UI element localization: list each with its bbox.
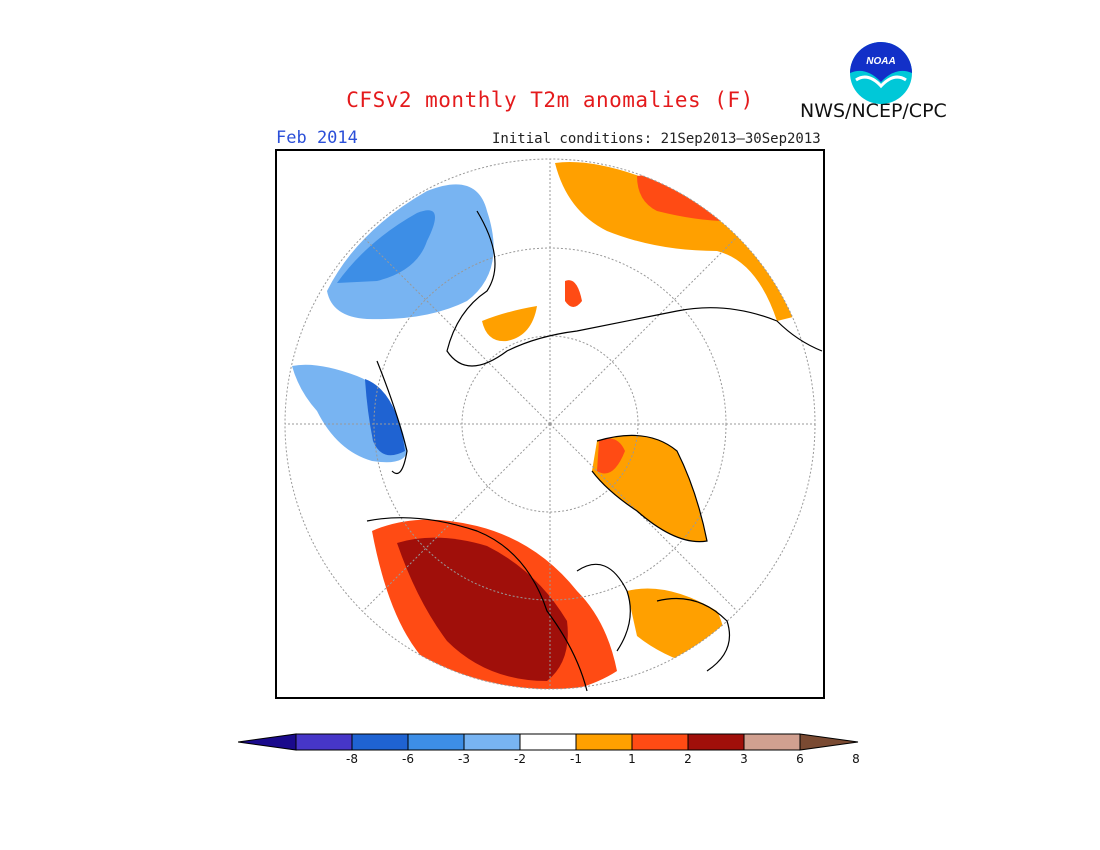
colorbar-tick-label: 8 [852,752,860,766]
colorbar-tick-label: 1 [628,752,636,766]
anomaly-region-greenland [592,435,707,542]
colorbar-box [687,733,745,751]
colorbar-box [631,733,689,751]
anomaly-region-greenland-edge [597,438,625,474]
colorbar-tick-label: -3 [458,752,470,766]
colorbar-tick-label: 6 [796,752,804,766]
anomaly-region-taymyr [482,306,537,342]
valid-month-label: Feb 2014 [276,128,358,148]
anomaly-region-east-russia-core [337,210,435,283]
colorbar-box [295,733,353,751]
polar-map [275,149,825,699]
initial-conditions-label: Initial conditions: 21Sep2013–30Sep2013 [492,131,821,147]
colorbar-tick-label: 3 [740,752,748,766]
anomaly-region-alaska-core [397,537,568,681]
colorbar-arrow-low [237,733,297,751]
colorbar-box [351,733,409,751]
colorbar-arrow-high [799,733,859,751]
colorbar-tick-label: -1 [570,752,582,766]
anomaly-region-europe [555,162,815,321]
colorbar-tick-label: -2 [514,752,526,766]
colorbar-box [743,733,801,751]
noaa-logo-text: NOAA [866,56,895,67]
colorbar-box [519,733,577,751]
noaa-logo: NOAA [848,40,914,110]
anomaly-region-novaya-zemlya [565,280,582,307]
chart-title: CFSv2 monthly T2m anomalies (F) [346,88,754,112]
colorbar-tick-label: -8 [346,752,358,766]
agency-label: NWS/NCEP/CPC [800,100,947,122]
colorbar-tick-label: 2 [684,752,692,766]
colorbar [237,732,862,756]
colorbar-box [407,733,465,751]
anomaly-region-eastern-canada [627,588,724,666]
colorbar-tick-label: -6 [402,752,414,766]
colorbar-box [463,733,521,751]
anomaly-region-okhotsk-core [365,379,405,456]
colorbar-box [575,733,633,751]
